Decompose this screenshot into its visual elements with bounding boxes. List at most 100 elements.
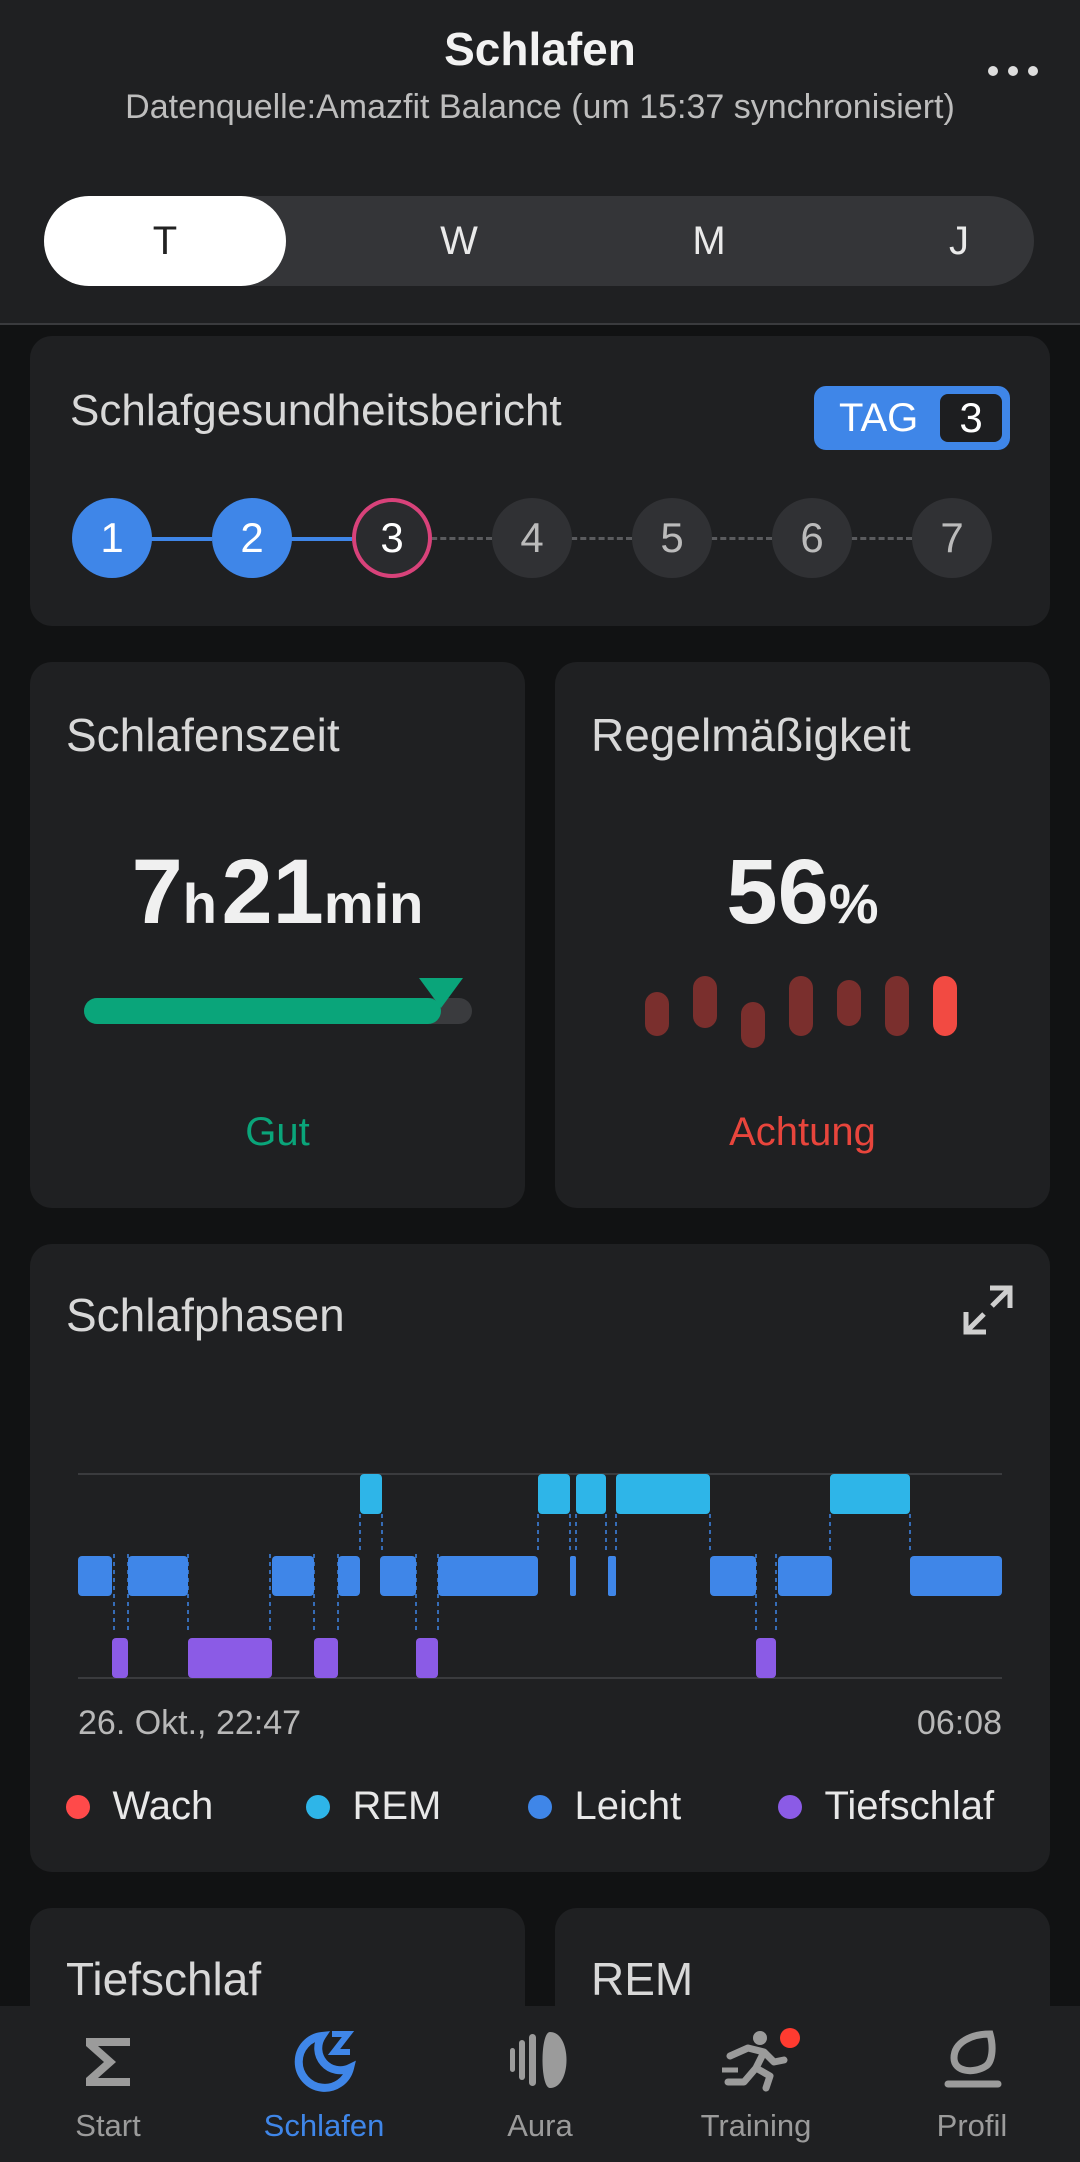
step-1[interactable]: 1 [72,498,152,578]
sleep-duration: 7h 21min [30,840,525,945]
phase-rem [538,1474,570,1514]
sleep-time-title: Schlafenszeit [66,709,340,761]
sleep-hours: 7 [131,841,183,943]
sleep-time-status: Gut [245,1110,310,1154]
phase-deep [416,1638,438,1678]
phase-light [710,1556,756,1596]
sleep-time-card[interactable]: Schlafenszeit 7h 21min Gut [30,662,525,1208]
step-3[interactable]: 3 [352,498,432,578]
sigma-icon [86,2038,130,2086]
moon-sleep-icon [294,2031,356,2092]
expand-icon[interactable] [960,1282,1016,1338]
sleep-time-progress-track [84,978,472,1024]
profile-icon [944,2030,1002,2088]
phase-light [570,1556,576,1596]
more-horizontal-icon[interactable] [988,66,1038,76]
sleep-phases-chart [78,1473,1002,1679]
phase-light [608,1556,616,1596]
nav-label: Schlafen [263,2108,385,2143]
legend-leicht: Leicht [528,1784,681,1829]
period-selector: T W M J [44,196,1034,286]
step-connector [140,537,212,541]
aura-icon [510,2032,567,2088]
phase-light [272,1556,314,1596]
legend-label: REM [352,1784,442,1828]
regularity-title: Regelmäßigkeit [591,709,911,761]
regularity-bar [693,976,717,1028]
nav-label: Profil [936,2108,1008,2143]
tab-year[interactable]: J [949,219,969,263]
legend-label: Wach [112,1784,214,1828]
phase-rem [830,1474,910,1514]
phase-light [438,1556,538,1596]
tab-day[interactable]: T [44,196,286,286]
step-connector [702,537,772,540]
regularity-number: 56 [726,841,829,943]
tab-week[interactable]: W [440,219,478,263]
phase-deep [188,1638,272,1678]
target-marker-icon [418,978,463,1008]
sleep-hours-unit: h [182,872,218,935]
tab-month[interactable]: M [692,219,726,263]
step-2[interactable]: 2 [212,498,292,578]
nav-label: Training [700,2108,812,2143]
header: Schlafen Datenquelle:Amazfit Balance (um… [0,0,1080,325]
legend-rem: REM [306,1784,441,1829]
nav-training[interactable]: Training [648,2006,864,2162]
regularity-bars-chart [645,976,957,1048]
step-connector [280,537,352,541]
legend-dot [306,1794,330,1819]
phase-light [338,1556,360,1596]
step-connector [422,537,492,540]
health-report-card[interactable]: Schlafgesundheitsbericht TAG 3 1 2 3 4 5… [30,336,1050,626]
nav-start[interactable]: Start [0,2006,216,2162]
nav-profil[interactable]: Profil [864,2006,1080,2162]
phase-deep [314,1638,338,1678]
nav-schlafen[interactable]: Schlafen [216,2006,432,2162]
step-4[interactable]: 4 [492,498,572,578]
data-source-text: Datenquelle:Amazfit Balance (um 15:37 sy… [125,88,955,126]
nav-aura[interactable]: Aura [432,2006,648,2162]
regularity-card[interactable]: Regelmäßigkeit 56% Achtung [555,662,1050,1208]
step-5[interactable]: 5 [632,498,712,578]
header-divider [0,323,1080,325]
phase-light [78,1556,112,1596]
sleep-phases-card[interactable]: Schlafphasen [30,1244,1050,1872]
chart-start-time: 26. Okt., 22:47 [78,1704,302,1742]
step-6[interactable]: 6 [772,498,852,578]
day-badge-label: TAG [839,396,919,440]
regularity-status: Achtung [729,1110,876,1154]
regularity-bar [885,976,909,1036]
regularity-unit: % [828,872,879,935]
legend-dot [66,1794,90,1819]
phase-deep [756,1638,776,1678]
nav-label: Start [75,2108,141,2143]
regularity-value: 56% [555,840,1050,945]
phase-light [910,1556,1002,1596]
rem-title: REM [591,1953,694,2005]
nav-label: Aura [507,2108,573,2143]
phase-light [128,1556,188,1596]
legend-label: Tiefschlaf [824,1784,995,1828]
day-badge: TAG 3 [814,386,1010,450]
legend-dot [528,1794,552,1819]
legend-tiefschlaf: Tiefschlaf [778,1784,994,1829]
regularity-bar-current [933,976,957,1036]
running-icon [722,2031,788,2092]
page-title: Schlafen [444,23,636,75]
legend-label: Leicht [574,1784,682,1828]
regularity-bar [789,976,813,1036]
sleep-minutes: 21 [221,841,324,943]
regularity-bar [837,980,861,1026]
regularity-bar [741,1002,765,1048]
notification-dot [780,2028,800,2048]
phase-deep [112,1638,128,1678]
step-7[interactable]: 7 [912,498,992,578]
phase-light [778,1556,832,1596]
regularity-bar [645,992,669,1036]
phase-rem [616,1474,710,1514]
sleep-phases-title: Schlafphasen [66,1289,345,1341]
sleep-minutes-unit: min [323,872,424,935]
bottom-nav: Start Schlafen Aura Training Profil [0,2006,1080,2162]
legend-wach: Wach [66,1784,213,1829]
